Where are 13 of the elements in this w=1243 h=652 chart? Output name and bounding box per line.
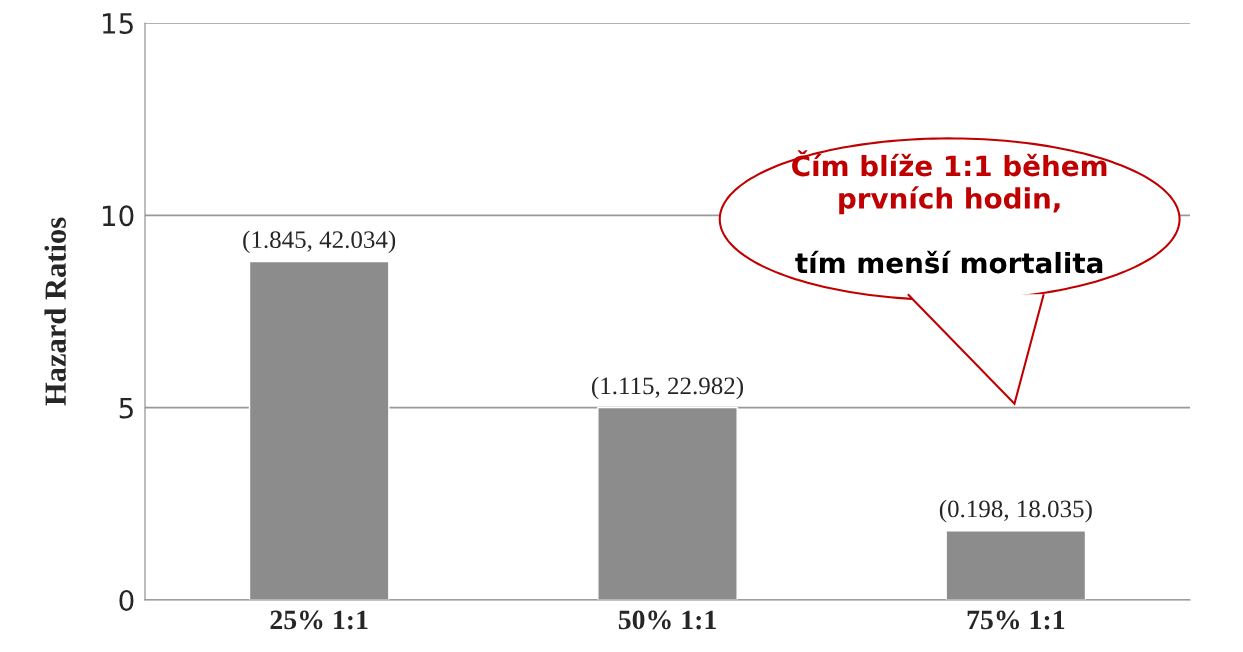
y-tick-label: 5	[119, 397, 133, 419]
x-tick-label: 50% 1:1	[618, 610, 716, 630]
annotation: tím menší mortalita	[795, 250, 1103, 274]
annotation: (1.845, 42.034)	[243, 230, 396, 254]
x-tick-label: 25% 1:1	[270, 610, 368, 630]
x-tick-label: 75% 1:1	[967, 610, 1065, 630]
annotation: (0.198, 18.035)	[939, 499, 1092, 523]
y-tick-label: 15	[102, 13, 133, 34]
y-axis-title: Hazard Ratios	[44, 217, 66, 406]
y-tick-label: 10	[102, 205, 134, 227]
annotation: Čím blíže 1:1 během prvních hodin,	[792, 150, 1107, 215]
annotation: (1.115, 22.982)	[591, 376, 744, 400]
y-tick-label: 0	[119, 589, 134, 611]
